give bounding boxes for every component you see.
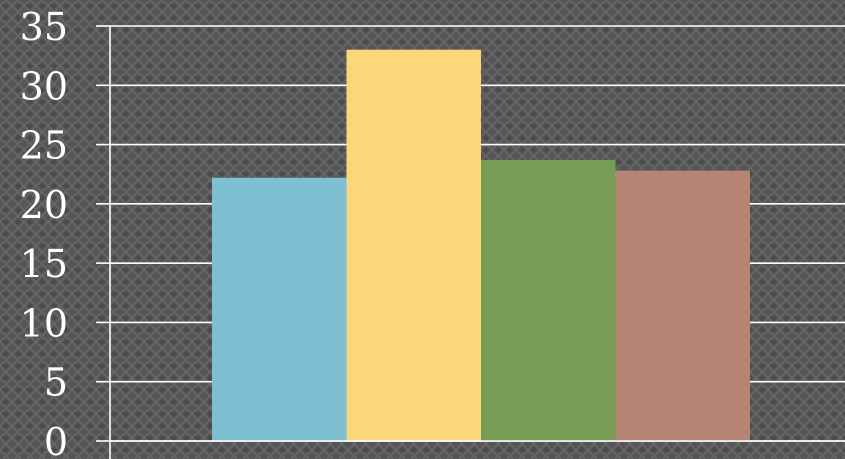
y-tick-label-0: 0 [44, 420, 68, 459]
y-tick-label-5: 5 [44, 361, 68, 405]
bar-3 [481, 159, 616, 441]
y-tick-label-35: 35 [20, 5, 68, 49]
axes [109, 26, 845, 459]
y-tick-label-10: 10 [20, 301, 68, 345]
y-tick-label-25: 25 [20, 124, 68, 168]
y-tick-label-15: 15 [20, 242, 68, 286]
bar-2 [346, 49, 481, 441]
bar-1 [212, 177, 347, 441]
y-tick-label-30: 30 [20, 64, 68, 108]
bars [212, 49, 750, 441]
y-tick-labels: 0 5 10 15 20 25 30 35 [20, 5, 68, 459]
y-tick-label-20: 20 [20, 183, 68, 227]
bar-4 [615, 170, 750, 441]
